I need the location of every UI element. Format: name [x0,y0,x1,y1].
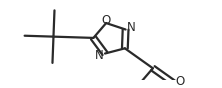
Text: O: O [101,14,111,27]
Text: N: N [127,21,135,34]
Text: O: O [175,75,185,88]
Text: N: N [95,49,104,62]
